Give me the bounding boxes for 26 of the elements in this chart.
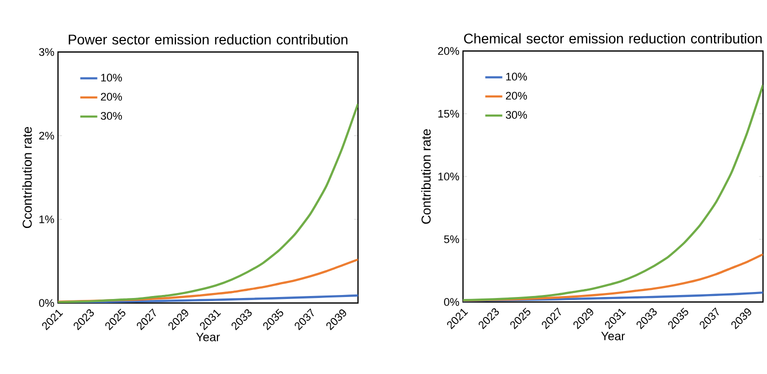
legend-label: 20% xyxy=(100,92,122,101)
y-tick-label: 15% xyxy=(438,110,460,118)
y-tick-label: 0% xyxy=(444,298,460,306)
chart-title: Chemical sector emission reduction contribution xyxy=(464,33,762,44)
y-tick-label: 0% xyxy=(39,299,54,307)
line-series xyxy=(58,102,358,303)
x-axis-title: Year xyxy=(601,332,625,340)
line-series xyxy=(463,253,764,302)
x-axis-title: Year xyxy=(196,332,220,342)
line-series xyxy=(463,84,764,302)
y-axis-title: Ccontribution rate xyxy=(22,126,32,228)
legend-label: 10% xyxy=(506,72,527,81)
y-tick-label: 5% xyxy=(444,235,460,244)
legend-label: 20% xyxy=(506,92,527,100)
y-tick-label: 2% xyxy=(39,132,54,140)
y-tick-label: 3% xyxy=(39,48,54,56)
line-series xyxy=(463,291,764,302)
y-tick-label: 1% xyxy=(39,216,54,224)
y-axis-title: Contribution rate xyxy=(421,129,431,224)
legend-label: 30% xyxy=(100,112,122,120)
legend-label: 30% xyxy=(506,111,527,119)
line-series xyxy=(58,258,358,303)
chart-title: Power sector emission reduction contribution xyxy=(68,34,348,45)
y-tick-label: 20% xyxy=(438,47,460,55)
y-tick-label: 10% xyxy=(438,172,460,180)
legend-label: 10% xyxy=(101,74,122,82)
